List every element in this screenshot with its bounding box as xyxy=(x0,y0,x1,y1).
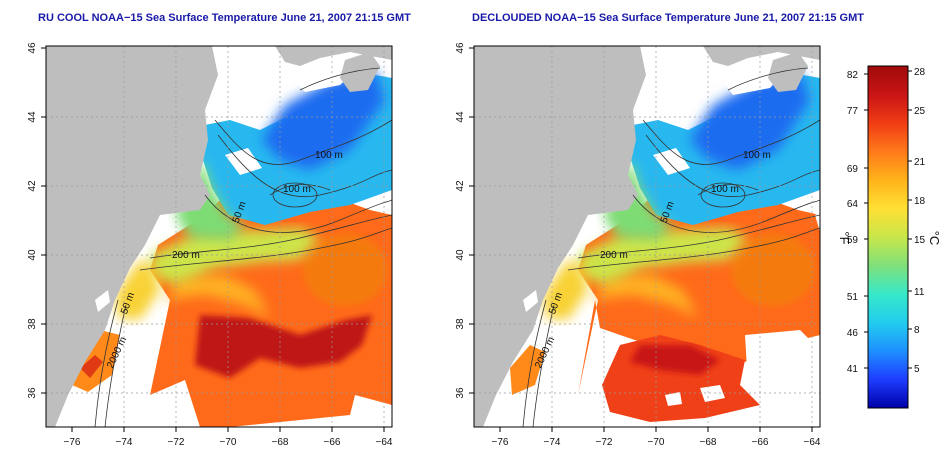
isobath-label: 200 m xyxy=(172,250,200,261)
x-tick-label: −66 xyxy=(752,437,769,448)
c-tick-label: 5 xyxy=(914,364,920,375)
x-tick-label: −72 xyxy=(596,437,613,448)
x-tick-label: −68 xyxy=(272,437,289,448)
isobath-contours-left xyxy=(94,67,392,427)
x-tick-label: −74 xyxy=(116,437,133,448)
land-mass-left xyxy=(46,46,218,427)
c-tick-label: 25 xyxy=(914,106,926,117)
map-frame-left xyxy=(45,45,393,428)
y-tick-label: 38 xyxy=(27,318,38,330)
map-panel-right: 100 m 100 m 50 m 200 m 50 m 2000 m −76 −… xyxy=(455,42,821,448)
isobath-label: 200 m xyxy=(600,250,628,261)
c-tick-label: 11 xyxy=(914,287,925,298)
y-tick-label: 46 xyxy=(27,42,38,54)
f-tick-label: 77 xyxy=(847,106,859,117)
x-axis-right: −76 −74 −72 −70 −68 −66 −64 xyxy=(492,437,821,448)
colorbar-f-unit: °F xyxy=(837,231,852,244)
map-frame-right xyxy=(473,45,821,428)
y-tick-label: 36 xyxy=(27,387,38,399)
x-tick-label: −70 xyxy=(648,437,665,448)
x-ticks-marks-right xyxy=(499,427,813,432)
y-tick-label: 46 xyxy=(455,42,466,54)
x-tick-label: −64 xyxy=(804,437,821,448)
y-tick-label: 42 xyxy=(27,180,38,192)
x-tick-label: −74 xyxy=(544,437,561,448)
y-tick-label: 38 xyxy=(455,318,466,330)
y-tick-label: 40 xyxy=(27,249,38,261)
graticule-left xyxy=(46,46,392,427)
land-mass-right xyxy=(474,46,646,427)
map-title-left: RU COOL NOAA−15 Sea Surface Temperature … xyxy=(38,12,411,24)
map-title-right: DECLOUDED NOAA−15 Sea Surface Temperatur… xyxy=(472,12,864,24)
f-tick-label: 64 xyxy=(847,199,859,210)
f-tick-label: 69 xyxy=(847,164,859,175)
graticule-right xyxy=(474,46,820,427)
x-tick-label: −70 xyxy=(220,437,237,448)
colorbar: 82 77 69 64 59 51 46 41 28 25 21 18 15 1… xyxy=(837,65,942,409)
x-tick-label: −66 xyxy=(324,437,341,448)
y-tick-label: 44 xyxy=(455,111,466,123)
sst-field-left xyxy=(72,60,392,427)
c-tick-label: 21 xyxy=(914,157,926,168)
colorbar-f-ticks: 82 77 69 64 59 51 46 41 xyxy=(847,70,859,375)
c-tick-label: 15 xyxy=(914,235,926,246)
f-tick-label: 82 xyxy=(847,70,859,81)
f-tick-label: 46 xyxy=(847,328,859,339)
c-tick-label: 28 xyxy=(914,67,926,78)
colorbar-tick-marks xyxy=(864,70,912,369)
x-tick-label: −76 xyxy=(64,437,81,448)
y-axis-right: 46 44 42 40 38 36 xyxy=(455,42,466,399)
y-tick-label: 42 xyxy=(455,180,466,192)
x-axis-left: −76 −74 −72 −70 −68 −66 −64 xyxy=(64,437,393,448)
isobath-contours-right xyxy=(522,67,820,427)
y-tick-label: 40 xyxy=(455,249,466,261)
sst-field-right xyxy=(510,60,820,427)
map-panel-left: 100 m 100 m 50 m 200 m 50 m 2000 m −76 −… xyxy=(27,42,393,448)
y-tick-label: 36 xyxy=(455,387,466,399)
x-tick-label: −64 xyxy=(376,437,393,448)
c-tick-label: 8 xyxy=(914,325,920,336)
y-axis-left: 46 44 42 40 38 36 xyxy=(27,42,38,399)
y-tick-label: 44 xyxy=(27,111,38,123)
y-ticks-marks-right xyxy=(469,47,474,394)
f-tick-label: 51 xyxy=(847,292,859,303)
isobath-label: 100 m xyxy=(315,150,343,161)
x-tick-label: −72 xyxy=(168,437,185,448)
colorbar-c-ticks: 28 25 21 18 15 11 8 5 xyxy=(914,67,926,375)
isobath-label: 100 m xyxy=(711,184,739,195)
c-tick-label: 18 xyxy=(914,196,926,207)
colorbar-gradient-bar xyxy=(867,65,909,409)
f-tick-label: 59 xyxy=(847,235,859,246)
isobath-label: 100 m xyxy=(743,150,771,161)
f-tick-label: 41 xyxy=(847,364,859,375)
y-ticks-marks-left xyxy=(41,47,46,394)
x-ticks-marks-left xyxy=(71,427,385,432)
x-tick-label: −68 xyxy=(700,437,717,448)
colorbar-c-unit: °C xyxy=(927,231,942,246)
isobath-label: 100 m xyxy=(283,184,311,195)
x-tick-label: −76 xyxy=(492,437,509,448)
